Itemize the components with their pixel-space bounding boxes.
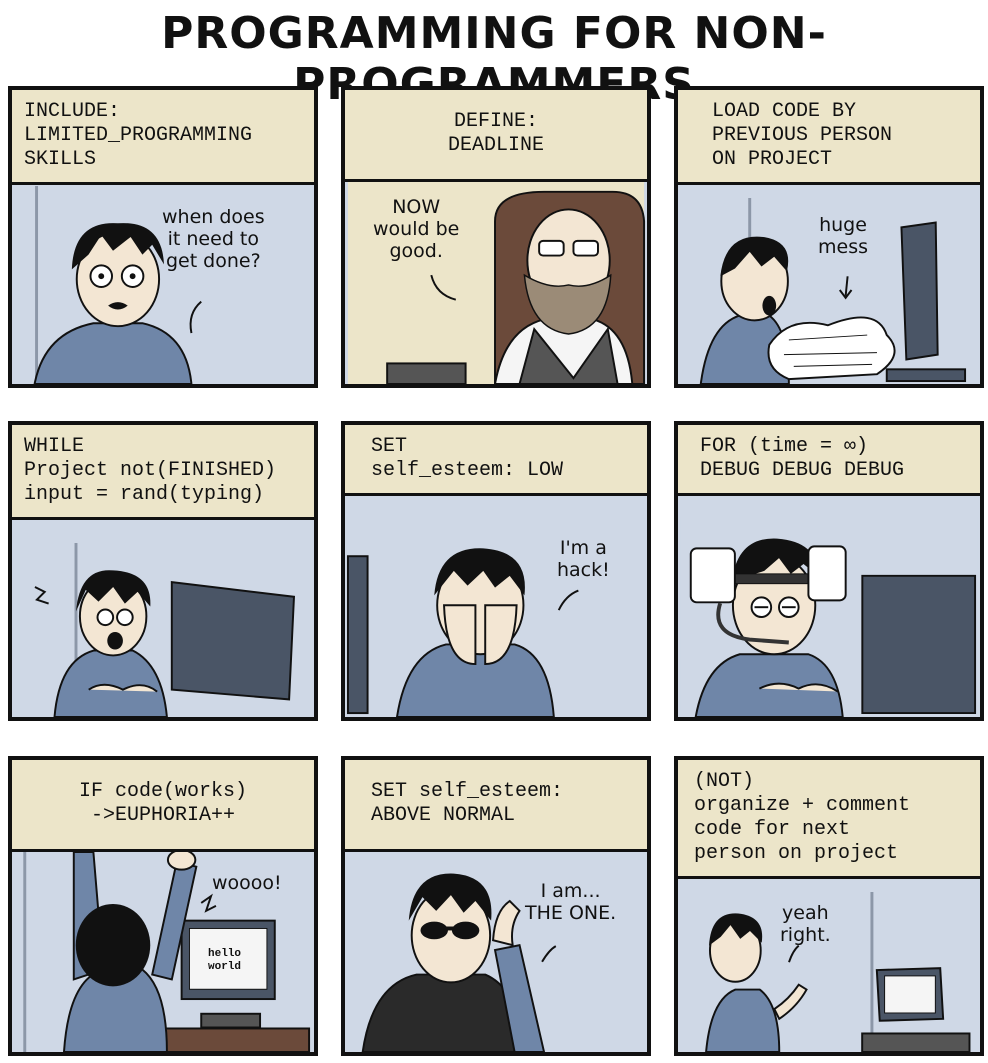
panel-6-drawing <box>680 517 978 717</box>
panel-8-speech: I am... THE ONE. <box>525 880 617 924</box>
panel-2-speech: NOW would be good. <box>373 196 460 262</box>
panel-5-drawing <box>346 517 645 717</box>
panel-8-drawing <box>347 852 645 1052</box>
panel-4-scene <box>12 543 314 717</box>
panel-2-drawing <box>347 182 646 384</box>
panel-8: SET self_esteem: ABOVE NORMAL I am... TH… <box>341 756 651 1056</box>
panel-7-speech: woooo! <box>212 872 282 894</box>
panel-1-scene: when does it need to get done? <box>12 186 314 384</box>
panel-1-caption: INCLUDE: LIMITED_PROGRAMMING SKILLS <box>12 90 314 185</box>
panel-9-scene: yeah right. <box>678 892 980 1052</box>
panel-5-caption: SET self_esteem: LOW <box>345 425 647 496</box>
panel-9-speech: yeah right. <box>780 902 831 946</box>
panel-1: INCLUDE: LIMITED_PROGRAMMING SKILLS when… <box>8 86 318 388</box>
panel-1-speech: when does it need to get done? <box>162 206 265 272</box>
panel-5-scene: I'm a hack! <box>345 517 647 717</box>
panel-9: (NOT) organize + comment code for next p… <box>674 756 984 1056</box>
panel-6: FOR (time = ∞) DEBUG DEBUG DEBUG <box>674 421 984 721</box>
panel-7-drawing <box>14 852 312 1052</box>
panel-2: DEFINE: DEADLINE NOW would be good. <box>341 86 651 388</box>
panel-4-caption: WHILE Project not(FINISHED) input = rand… <box>12 425 314 520</box>
panel-7-scene: hello world woooo! <box>12 852 314 1052</box>
panel-4-drawing <box>15 543 311 717</box>
panel-2-scene: NOW would be good. <box>345 182 647 384</box>
panel-6-scene <box>678 517 980 717</box>
panel-9-caption: (NOT) organize + comment code for next p… <box>678 760 980 879</box>
panel-7-caption: IF code(works) ->EUPHORIA++ <box>12 760 314 852</box>
panel-3-caption: LOAD CODE BY PREVIOUS PERSON ON PROJECT <box>678 90 980 185</box>
panel-7: IF code(works) ->EUPHORIA++ hello world … <box>8 756 318 1056</box>
panel-8-scene: I am... THE ONE. <box>345 852 647 1052</box>
panel-4: WHILE Project not(FINISHED) input = rand… <box>8 421 318 721</box>
panel-6-caption: FOR (time = ∞) DEBUG DEBUG DEBUG <box>678 425 980 496</box>
panel-3-scene: huge mess <box>678 198 980 384</box>
panel-3: LOAD CODE BY PREVIOUS PERSON ON PROJECT … <box>674 86 984 388</box>
panel-7-screen-text: hello world <box>208 948 242 973</box>
panel-1-drawing <box>14 186 312 384</box>
panel-5-speech: I'm a hack! <box>557 537 610 581</box>
panel-2-caption: DEFINE: DEADLINE <box>345 90 647 182</box>
panel-3-drawing <box>681 198 977 384</box>
panel-9-drawing <box>681 892 977 1052</box>
comic-title: PROGRAMMING FOR NON-PROGRAMMERS <box>161 8 827 110</box>
panel-8-caption: SET self_esteem: ABOVE NORMAL <box>345 760 647 852</box>
panel-5: SET self_esteem: LOW I'm a hack! <box>341 421 651 721</box>
panel-3-speech: huge mess <box>818 214 868 258</box>
